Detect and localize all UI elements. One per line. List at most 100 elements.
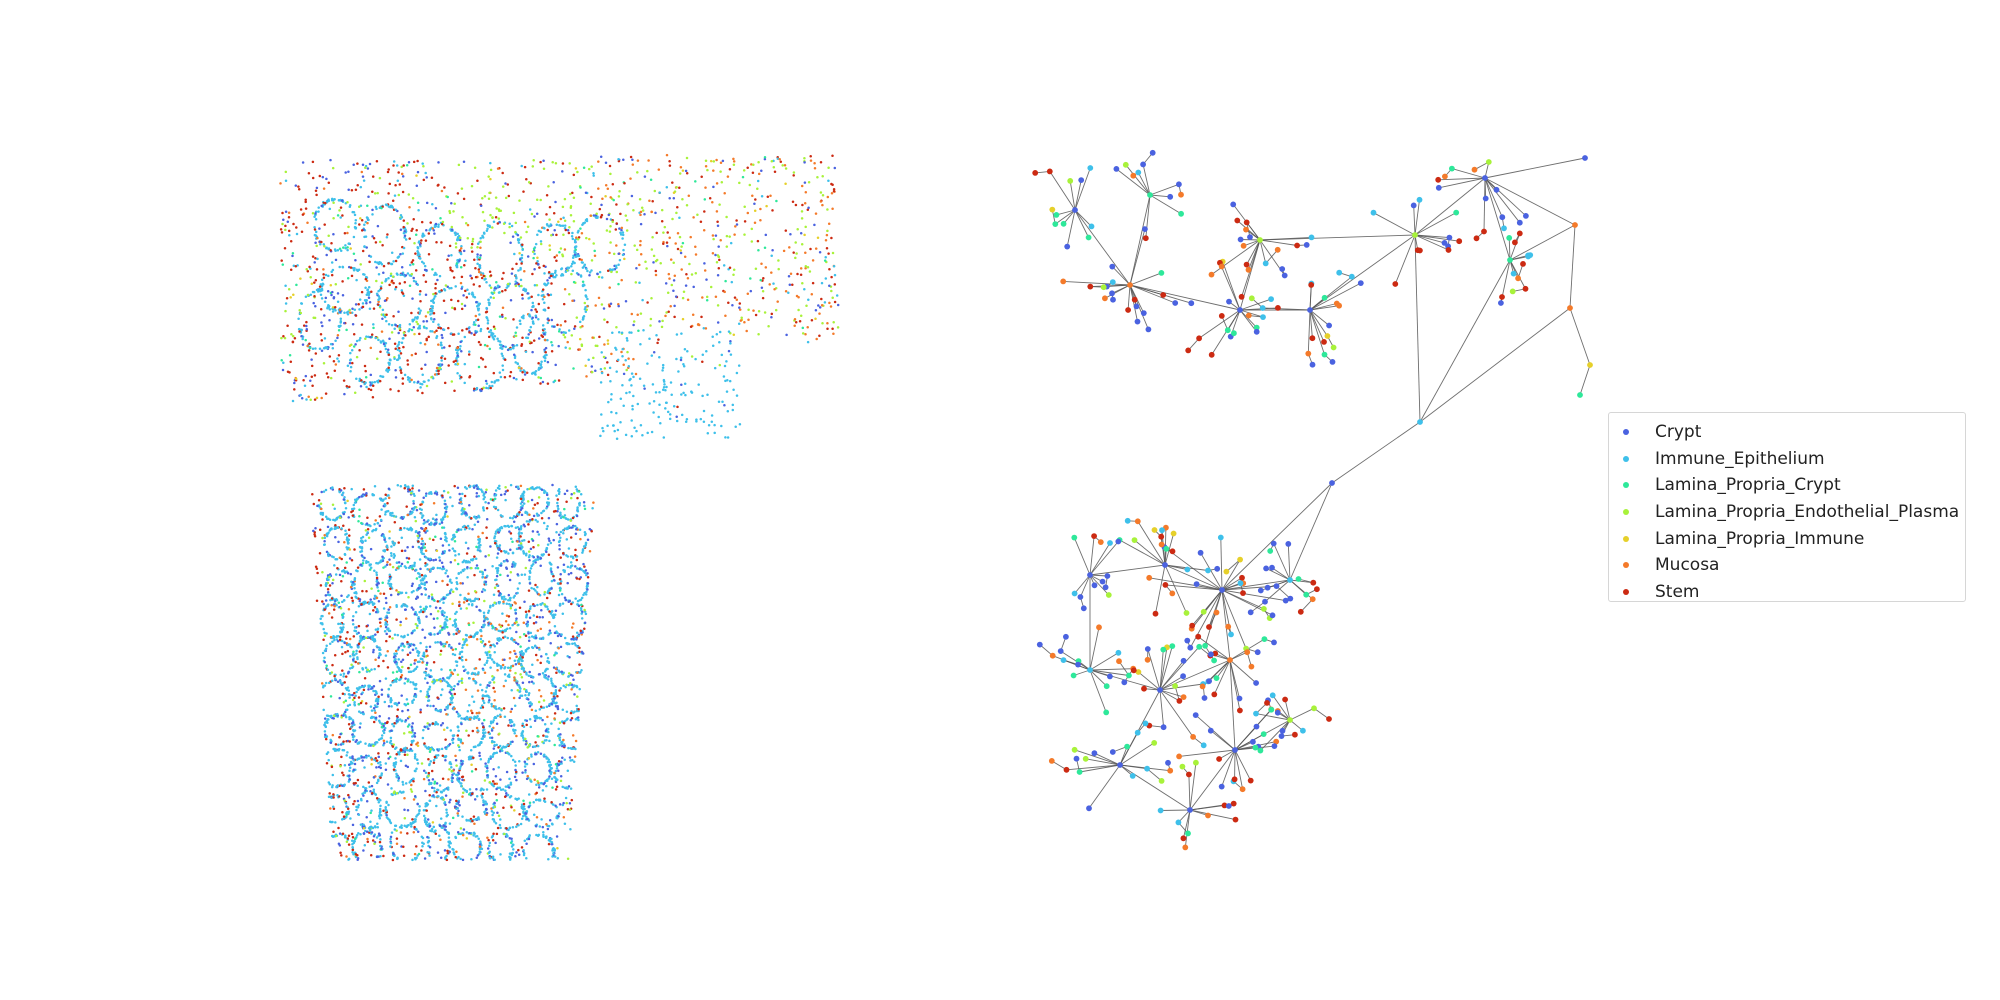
scatter-point xyxy=(521,378,525,382)
scatter-point xyxy=(582,166,586,169)
scatter-point xyxy=(602,429,605,433)
scatter-point xyxy=(625,368,628,372)
scatter-point xyxy=(470,293,474,296)
scatter-point xyxy=(384,625,388,629)
scatter-point xyxy=(574,251,577,254)
scatter-point xyxy=(601,426,604,430)
scatter-point xyxy=(534,242,538,246)
scatter-point xyxy=(346,246,349,249)
scatter-point xyxy=(353,501,357,504)
scatter-point xyxy=(285,296,289,300)
scatter-point xyxy=(380,734,384,737)
scatter-point xyxy=(645,267,648,270)
scatter-point xyxy=(683,255,687,259)
scatter-point xyxy=(323,314,326,317)
scatter-point xyxy=(397,667,401,670)
scatter-point xyxy=(584,191,588,195)
scatter-point xyxy=(320,240,323,244)
scatter-point xyxy=(832,332,835,336)
scatter-point xyxy=(395,775,399,779)
scatter-point xyxy=(473,387,476,390)
scatter-point xyxy=(597,275,601,279)
scatter-point xyxy=(415,184,419,187)
scatter-point xyxy=(416,245,419,249)
scatter-point xyxy=(609,398,613,401)
scatter-point xyxy=(281,368,285,372)
scatter-point xyxy=(685,204,689,207)
scatter-point xyxy=(394,761,398,764)
scatter-point xyxy=(537,361,540,365)
scatter-point xyxy=(632,394,635,398)
scatter-point xyxy=(385,816,389,819)
scatter-point xyxy=(761,296,765,300)
scatter-point xyxy=(587,358,590,362)
scatter-point xyxy=(397,590,400,594)
scatter-point xyxy=(657,168,661,171)
scatter-point xyxy=(398,282,402,285)
scatter-point xyxy=(422,552,425,556)
scatter-point xyxy=(287,215,291,219)
scatter-point xyxy=(326,590,330,594)
scatter-point xyxy=(617,195,621,198)
scatter-point xyxy=(803,202,807,205)
scatter-point xyxy=(702,326,706,330)
scatter-point xyxy=(479,388,482,392)
scatter-point xyxy=(481,272,485,275)
scatter-point xyxy=(389,582,392,586)
scatter-point xyxy=(679,166,683,169)
scatter-point xyxy=(351,307,354,310)
scatter-point xyxy=(400,265,404,269)
scatter-point xyxy=(424,171,427,175)
scatter-point xyxy=(685,156,689,160)
scatter-point xyxy=(482,386,485,390)
scatter-point xyxy=(415,229,418,232)
scatter-point xyxy=(433,492,437,495)
scatter-point xyxy=(457,332,460,336)
scatter-point xyxy=(389,513,392,517)
scatter-point xyxy=(608,366,612,370)
scatter-point xyxy=(352,852,355,856)
scatter-point xyxy=(324,488,328,492)
scatter-point xyxy=(320,289,324,292)
scatter-point xyxy=(581,318,585,321)
scatter-point xyxy=(550,350,554,353)
scatter-point xyxy=(477,307,481,310)
scatter-point xyxy=(724,379,727,383)
scatter-point xyxy=(800,217,804,220)
scatter-point xyxy=(710,414,714,417)
scatter-point xyxy=(500,352,504,356)
scatter-point xyxy=(327,681,331,685)
scatter-point xyxy=(457,729,460,733)
scatter-point xyxy=(760,286,764,290)
scatter-point xyxy=(424,593,427,597)
scatter-point xyxy=(314,256,317,260)
scatter-point xyxy=(371,529,374,533)
scatter-point xyxy=(320,321,323,324)
scatter-point xyxy=(551,343,554,347)
scatter-point xyxy=(465,296,469,299)
scatter-point xyxy=(379,625,383,628)
scatter-point xyxy=(481,210,485,214)
scatter-point xyxy=(794,203,798,207)
scatter-point xyxy=(478,570,482,573)
scatter-point xyxy=(306,269,310,273)
scatter-point xyxy=(487,335,491,339)
scatter-point xyxy=(387,168,390,171)
scatter-point xyxy=(792,251,795,254)
scatter-point xyxy=(445,705,448,709)
scatter-point xyxy=(472,320,476,324)
scatter-point xyxy=(628,378,631,382)
scatter-point xyxy=(421,845,424,848)
scatter-point xyxy=(662,231,665,234)
scatter-point xyxy=(371,603,375,607)
scatter-point xyxy=(659,421,662,425)
scatter-point xyxy=(555,254,559,257)
scatter-point xyxy=(549,223,552,226)
scatter-point xyxy=(367,296,371,299)
scatter-point xyxy=(481,575,485,579)
scatter-point xyxy=(413,563,416,567)
scatter-point xyxy=(419,290,422,293)
scatter-point xyxy=(738,181,741,185)
scatter-point xyxy=(347,170,350,173)
scatter-point xyxy=(423,380,426,383)
